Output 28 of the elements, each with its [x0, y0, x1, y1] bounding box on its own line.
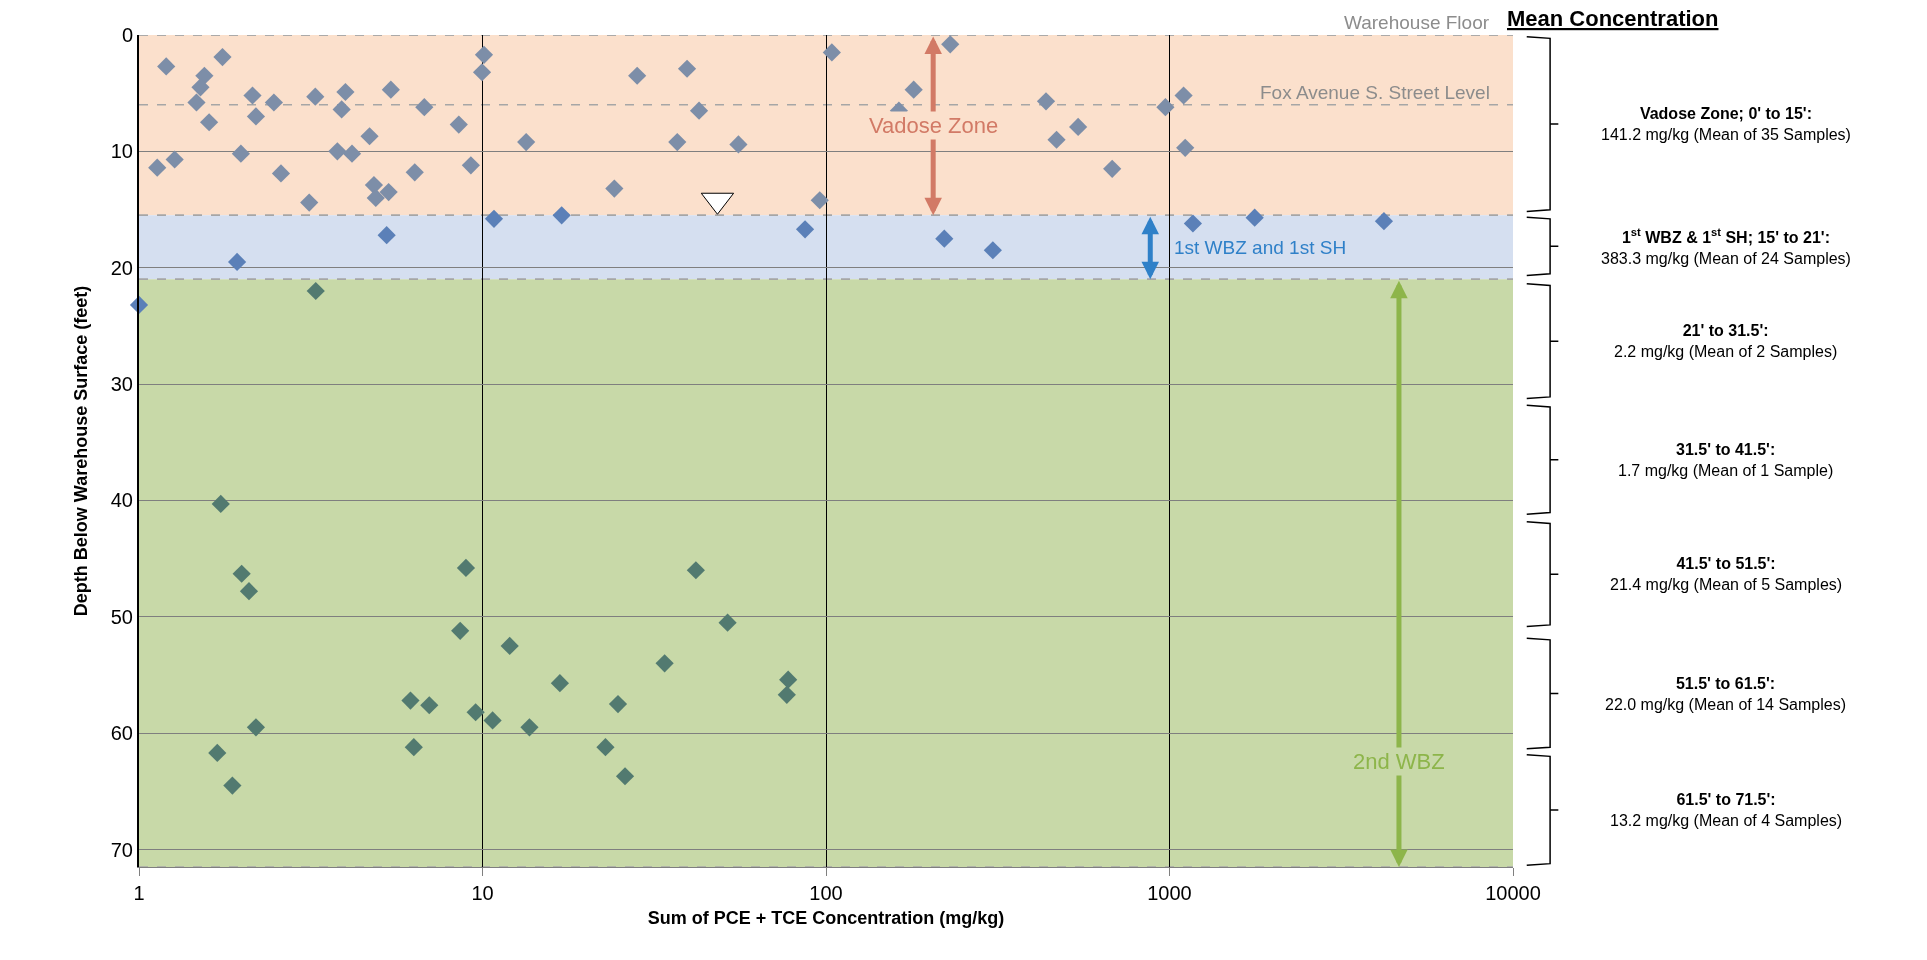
text: 1$^{st}$ WBZ & 1$^{st}$ SH; 15' to 21': 383.3 mg/kg (Mean of 24 Samples): [1601, 226, 1851, 267]
y-tick-label: 50: [110, 605, 133, 628]
text: 21' to 31.5': 2.2 mg/kg (Mean of 2 Samples): [1614, 322, 1838, 360]
text: 41.5' to 51.5': 21.4 mg/kg (Mean of 5 Samples): [1610, 555, 1843, 593]
y-tick-label: 70: [110, 838, 133, 861]
ref-line-label: Fox Avenue S. Street Level: [1260, 82, 1490, 103]
x-tick-label: 100: [809, 882, 843, 904]
y-tick-label: 0: [121, 24, 133, 46]
y-tick-label: 40: [110, 489, 133, 512]
text: 31.5' to 41.5': 1.7 mg/kg (Mean of 1 Sample): [1618, 441, 1834, 479]
band-label: 1st WBZ and 1st SH: [1174, 237, 1347, 258]
text: Mean Concentration: [1507, 6, 1719, 31]
x-axis-title: Sum of PCE + TCE Concentration (mg/kg): [647, 908, 1005, 929]
ref-line-label: Warehouse Floor: [1344, 12, 1490, 33]
y-tick-label: 30: [110, 373, 133, 396]
text: Vadose Zone; 0' to 15': 141.2 mg/kg (Mean of 35 Samples): [1601, 105, 1851, 143]
y-tick-label: 20: [110, 256, 133, 279]
text: 61.5' to 71.5': 13.2 mg/kg (Mean of 4 Samples): [1610, 791, 1843, 829]
y-tick-label: 60: [110, 722, 133, 745]
band-label: 2nd WBZ: [1353, 749, 1445, 774]
x-tick-label: 1000: [1147, 882, 1192, 904]
y-axis-title: Depth Below Warehouse Surface (feet): [71, 285, 92, 617]
x-tick-label: 1: [133, 882, 145, 904]
x-tick-label: 10000: [1485, 882, 1541, 904]
x-tick-label: 10: [471, 882, 494, 904]
y-tick-label: 10: [110, 140, 133, 163]
text: 51.5' to 61.5': 22.0 mg/kg (Mean of 14 Samples): [1605, 675, 1847, 713]
band-label: Vadose Zone: [869, 113, 999, 138]
